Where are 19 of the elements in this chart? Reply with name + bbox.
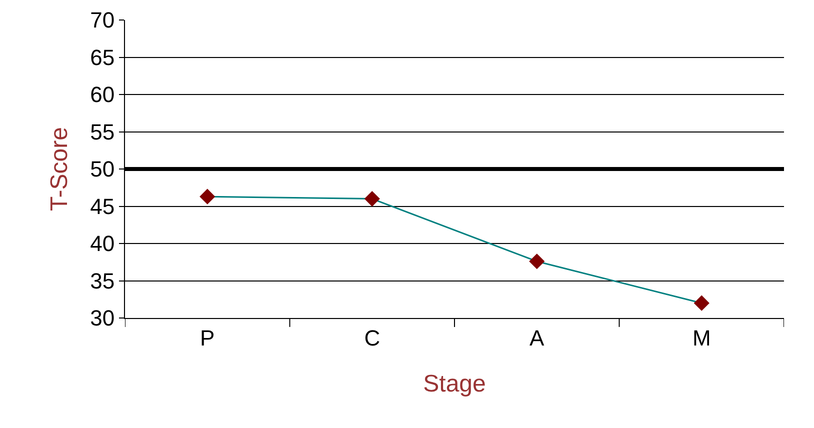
x-axis-title: Stage xyxy=(423,370,486,398)
y-tick-label: 35 xyxy=(90,268,115,294)
y-tick-label: 70 xyxy=(90,8,115,33)
x-tick-label: C xyxy=(364,325,380,350)
y-tick-label: 30 xyxy=(90,306,115,331)
y-axis-title: T-Score xyxy=(46,126,74,212)
y-tick-label: 55 xyxy=(90,119,115,144)
y-tick-label: 45 xyxy=(90,194,115,219)
x-tick-label: P xyxy=(200,325,215,350)
y-tick-label: 65 xyxy=(90,44,115,70)
point xyxy=(200,188,216,204)
point xyxy=(694,295,710,311)
point xyxy=(529,254,545,270)
y-tick-label: 50 xyxy=(90,156,115,182)
x-tick-label: M xyxy=(692,325,711,350)
y-tick-label: 40 xyxy=(90,231,115,256)
point xyxy=(364,191,380,207)
x-tick-label: A xyxy=(530,325,545,350)
y-tick-label: 60 xyxy=(90,82,115,108)
